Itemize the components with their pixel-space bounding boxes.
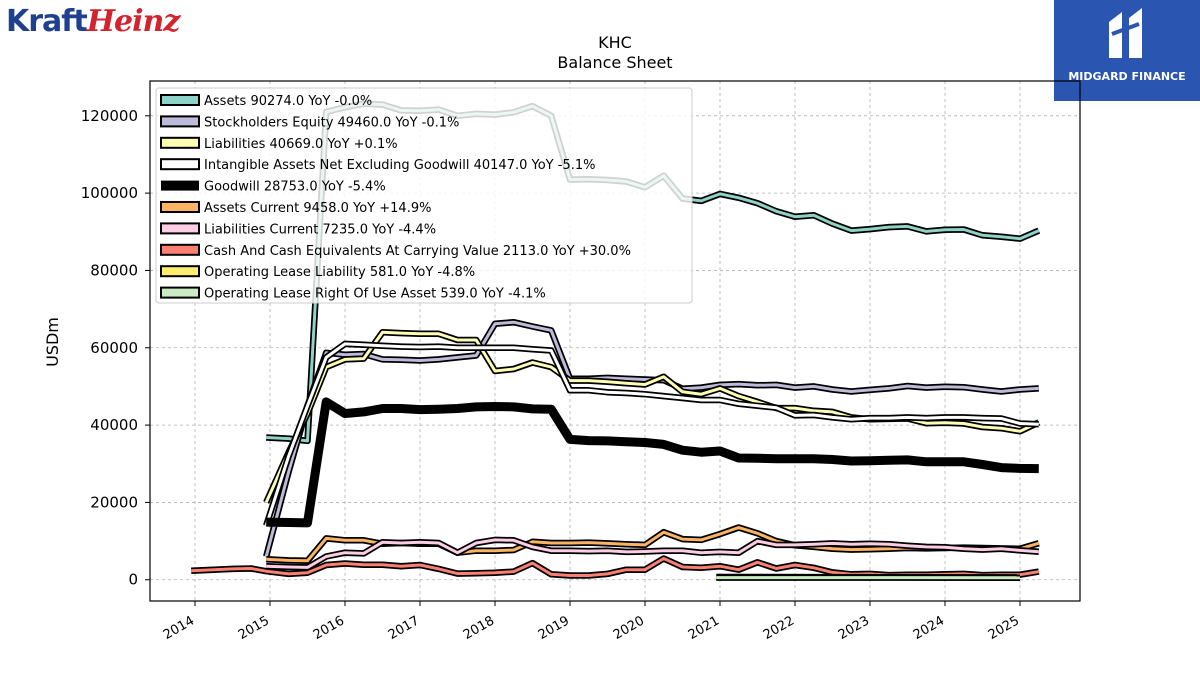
chart-title: KHC [598, 33, 632, 52]
legend-entry: Operating Lease Liability 581.0 YoY -4.8… [204, 265, 475, 280]
legend-entry: Stockholders Equity 49460.0 YoY -0.1% [204, 115, 459, 130]
series-line [264, 342, 1039, 527]
x-tick-label: 2023 [836, 613, 872, 643]
series-line-outline [263, 340, 1039, 527]
y-tick-label: 80000 [90, 261, 138, 279]
logo-kraft-text: Kraft [6, 4, 88, 39]
series-3 [263, 340, 1039, 527]
legend-swatch [160, 222, 200, 235]
legend-swatch [160, 136, 200, 149]
y-tick-label: 120000 [81, 107, 138, 125]
legend: Assets 90274.0 YoY -0.0% Stockholders Equ… [155, 87, 693, 304]
y-tick-label: 20000 [90, 493, 138, 511]
x-tick-label: 2024 [911, 613, 947, 643]
legend-swatch [160, 243, 200, 256]
x-tick-label: 2022 [761, 613, 797, 643]
x-tick-label: 2020 [611, 613, 647, 643]
legend-box [155, 87, 693, 304]
legend-entry: Assets 90274.0 YoY -0.0% [204, 94, 372, 109]
legend-swatch [160, 265, 200, 278]
midgard-logo-icon [1109, 8, 1142, 58]
legend-swatch [161, 180, 199, 191]
x-tick-label: 2017 [386, 613, 422, 643]
legend-swatch [160, 158, 200, 171]
legend-entry: Liabilities 40669.0 YoY +0.1% [204, 137, 398, 152]
legend-swatch [160, 94, 200, 106]
y-tick-label: 0 [128, 571, 138, 589]
badge-label: MIDGARD FINANCE [1068, 70, 1186, 83]
legend-entry: Cash And Cash Equivalents At Carrying Va… [204, 244, 631, 259]
legend-entry: Intangible Assets Net Excluding Goodwill… [204, 158, 595, 173]
series-6 [266, 536, 1040, 571]
legend-swatch [160, 115, 200, 128]
series-line [266, 538, 1039, 569]
x-tick-label: 2025 [986, 613, 1022, 643]
x-tick-label: 2015 [236, 613, 272, 643]
y-tick-label: 100000 [81, 184, 138, 202]
y-axis-label: USDm [43, 317, 62, 367]
series-line [266, 397, 1039, 528]
legend-swatch [160, 286, 200, 299]
x-tick-label: 2021 [686, 613, 722, 643]
x-tick-label: 2019 [536, 613, 572, 643]
legend-swatch [160, 201, 200, 213]
legend-entry: Assets Current 9458.0 YoY +14.9% [204, 201, 431, 216]
y-tick-label: 60000 [90, 339, 138, 357]
x-tick-label: 2014 [161, 613, 197, 643]
legend-entry: Operating Lease Right Of Use Asset 539.0… [204, 287, 546, 302]
legend-entry: Goodwill 28753.0 YoY -5.4% [204, 180, 386, 195]
plot-frame [149, 80, 1081, 602]
x-tick-label: 2016 [311, 613, 347, 643]
logo-heinz-text: Heinz [86, 4, 181, 39]
kraft-heinz-logo: KraftHeinz [6, 2, 181, 42]
x-tick-label: 2018 [461, 613, 497, 643]
y-tick-label: 40000 [90, 416, 138, 434]
series-4 [266, 397, 1039, 528]
legend-entry: Liabilities Current 7235.0 YoY -4.4% [204, 222, 436, 237]
chart-subtitle: Balance Sheet [557, 53, 672, 72]
midgard-finance-badge: MIDGARD FINANCE [1054, 0, 1200, 101]
